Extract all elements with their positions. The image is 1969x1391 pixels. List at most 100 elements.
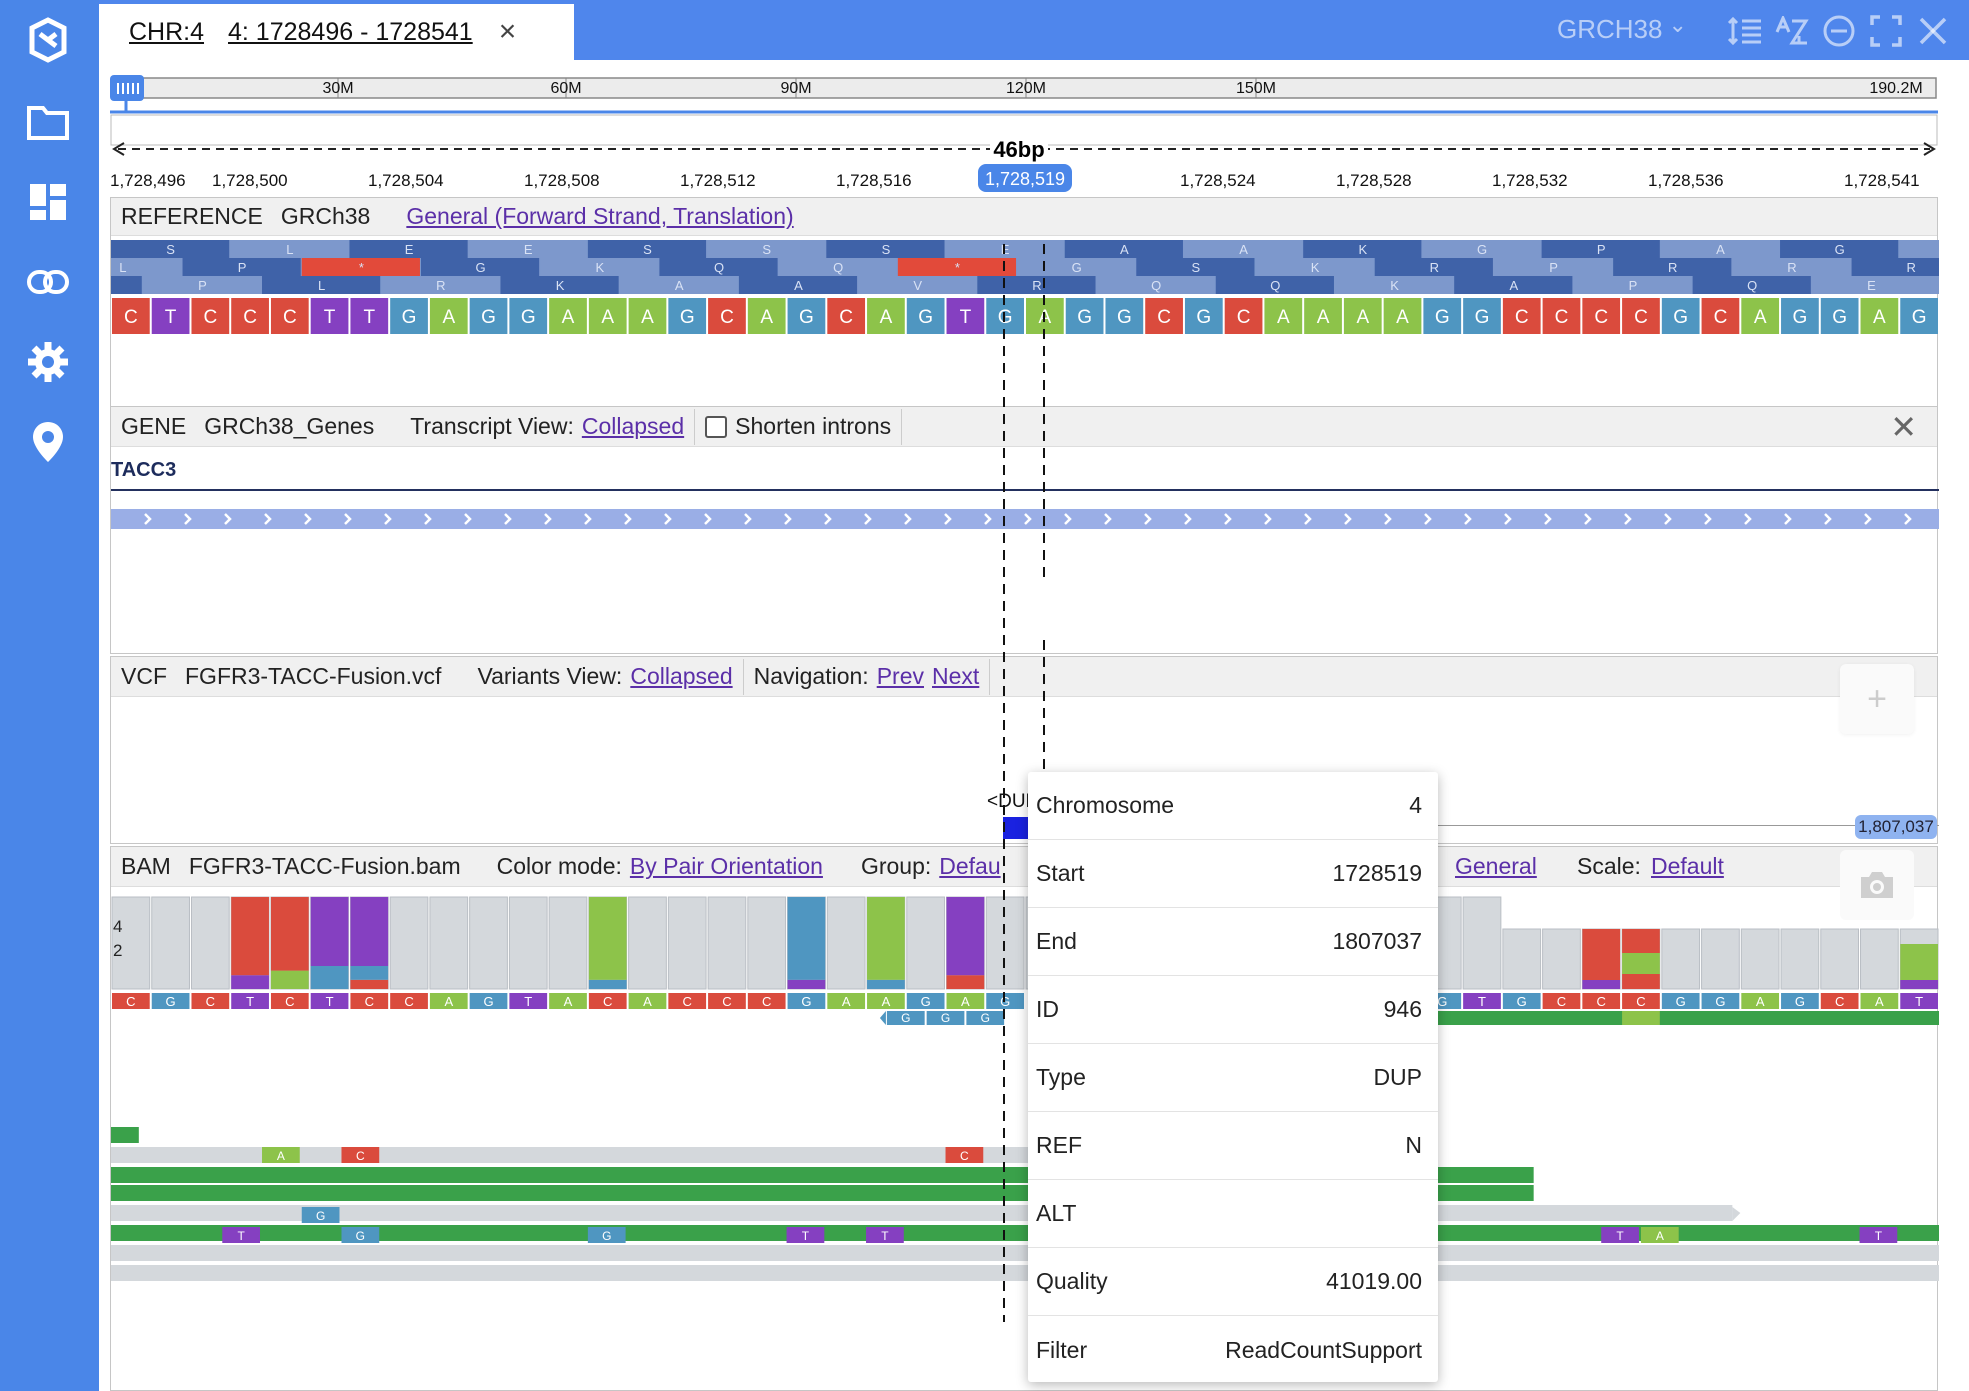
aligned-read[interactable]: [1422, 1011, 1939, 1025]
aligned-read[interactable]: [111, 1245, 1105, 1261]
coverage-mismatch-C: [1622, 974, 1660, 989]
close-gene-track-button[interactable]: ✕: [1890, 409, 1917, 445]
coverage-bar: [747, 896, 787, 990]
divider: [989, 658, 991, 695]
group-toggle[interactable]: Defau: [939, 853, 1001, 879]
bam-general-link[interactable]: General: [1455, 853, 1537, 879]
read-base-A: [1622, 1011, 1660, 1025]
read-base-label: A: [1756, 994, 1765, 1009]
shorten-introns-checkbox[interactable]: [705, 415, 728, 438]
folder-icon[interactable]: [18, 94, 78, 150]
genome-selector[interactable]: GRCH38 ⌄: [1557, 12, 1687, 45]
reference-sequence-svg[interactable]: SLEESSSEAAKGPAGLP*GKQQ*GSKRPRRRPPLRKAAVR…: [111, 236, 1939, 420]
coverage-bar: [1860, 928, 1899, 990]
alignments-svg[interactable]: C G C T C T C C A G T A C A C C C G A A G A G G T G C C C G G A G C A TG G GA…: [111, 887, 1939, 1391]
frame1-amino-acid: E: [1001, 242, 1010, 257]
gene-header: GENE GRCh38_Genes Transcript View: Colla…: [111, 407, 1937, 447]
gene-name-label[interactable]: TACC3: [111, 459, 177, 481]
ruler-length-label: 46bp: [993, 137, 1044, 162]
base-label: C: [243, 307, 257, 328]
base-A: [867, 298, 905, 334]
prev-variant-link[interactable]: Prev: [876, 663, 924, 689]
aligned-read[interactable]: [111, 1127, 139, 1143]
locus-tab[interactable]: CHR:4 4: 1728496 - 1728541 ×: [99, 4, 574, 60]
location-pin-icon[interactable]: [18, 414, 78, 470]
aligned-read[interactable]: [1422, 1225, 1939, 1241]
divider: [742, 658, 744, 695]
aligned-read[interactable]: [1422, 1245, 1939, 1261]
next-variant-link[interactable]: Next: [932, 663, 980, 689]
collapse-icon[interactable]: [1820, 12, 1858, 50]
aligned-read[interactable]: [111, 1265, 1105, 1281]
gene-exon-bar[interactable]: [111, 507, 1939, 531]
coverage-bar: [628, 896, 667, 990]
coverage-bar: [508, 896, 548, 990]
strand-chevron-icon: [1464, 513, 1472, 525]
variants-view-toggle[interactable]: Collapsed: [630, 663, 733, 689]
ideogram-svg[interactable]: 30M 60M 90M 120M 150M 190.2M 46bp: [110, 75, 1938, 163]
aligned-read[interactable]: [111, 1167, 1105, 1183]
logo-icon[interactable]: [18, 12, 78, 68]
frame3-amino-acid: A: [675, 278, 684, 293]
position-label: 1,728,516: [836, 171, 912, 190]
aligned-read[interactable]: [1422, 1185, 1534, 1201]
coverage-mismatch-T: [310, 897, 349, 966]
base-label: A: [442, 307, 455, 328]
base-label: C: [1157, 307, 1171, 328]
camera-icon[interactable]: [1840, 850, 1914, 920]
coverage-mismatch-C: [1622, 929, 1660, 953]
coverage-mismatch-T: [787, 979, 826, 989]
base-label: A: [1039, 307, 1052, 328]
aligned-read[interactable]: [111, 1205, 1105, 1221]
base-A: [1304, 298, 1342, 334]
position-label: 1,728,528: [1336, 171, 1412, 190]
read-base-A: [549, 993, 587, 1009]
base-T: [350, 298, 389, 334]
frame3-codon: [1692, 276, 1811, 294]
frame1-amino-acid: S: [762, 242, 771, 257]
frame2-codon: [1017, 258, 1136, 276]
popup-key: Chromosome: [1036, 792, 1175, 818]
fullscreen-icon[interactable]: [1867, 12, 1905, 50]
scale-toggle[interactable]: Default: [1651, 853, 1724, 879]
aligned-read[interactable]: [111, 1185, 1105, 1201]
dashboard-icon[interactable]: [18, 174, 78, 230]
bam-track-name: FGFR3-TACC-Fusion.bam: [188, 853, 461, 879]
gene-exon[interactable]: [111, 509, 1939, 529]
frame2-amino-acid: L: [119, 260, 126, 275]
read-base-A: [1741, 993, 1780, 1009]
base-G: [1463, 298, 1501, 334]
popup-value: 4: [1409, 792, 1422, 818]
locus-label[interactable]: 4: 1728496 - 1728541: [228, 17, 473, 46]
expand-tracks-icon[interactable]: [1726, 12, 1764, 50]
bam-label: BAM: [121, 853, 171, 879]
base-C: [1502, 298, 1541, 334]
chromosome-label[interactable]: CHR:4: [129, 17, 205, 46]
base-label: C: [203, 307, 217, 328]
coverage-bar: [469, 896, 508, 990]
zoom-in-button[interactable]: +: [1840, 664, 1914, 734]
color-mode-toggle[interactable]: By Pair Orientation: [629, 853, 823, 879]
strand-chevron-icon: [1704, 513, 1712, 525]
ideogram-tick-label: 120M: [1006, 80, 1046, 97]
reference-settings-link[interactable]: General (Forward Strand, Translation): [406, 203, 794, 229]
frame1-codon: [1183, 240, 1303, 258]
ideogram-ruler[interactable]: 30M 60M 90M 120M 150M 190.2M 46bp: [110, 75, 1938, 163]
link-icon[interactable]: [18, 254, 78, 310]
frame3-codon: [111, 276, 142, 294]
transcript-view-toggle[interactable]: Collapsed: [581, 413, 685, 439]
base-label: C: [1594, 307, 1608, 328]
sort-az-icon[interactable]: [1773, 12, 1811, 50]
coverage-mismatch-A: [1622, 953, 1660, 974]
gear-icon[interactable]: [18, 334, 78, 390]
aligned-read[interactable]: [1422, 1205, 1733, 1221]
close-icon[interactable]: [1914, 12, 1952, 50]
aligned-read[interactable]: [1422, 1167, 1534, 1183]
close-tab-button[interactable]: ×: [498, 15, 517, 48]
base-label: G: [1673, 307, 1688, 328]
strand-chevron-icon: [1304, 513, 1312, 525]
aligned-read[interactable]: [1422, 1265, 1939, 1281]
frame3-amino-acid: P: [198, 278, 207, 293]
read-base-label: G: [901, 1011, 910, 1025]
coverage-bar: [667, 896, 707, 990]
